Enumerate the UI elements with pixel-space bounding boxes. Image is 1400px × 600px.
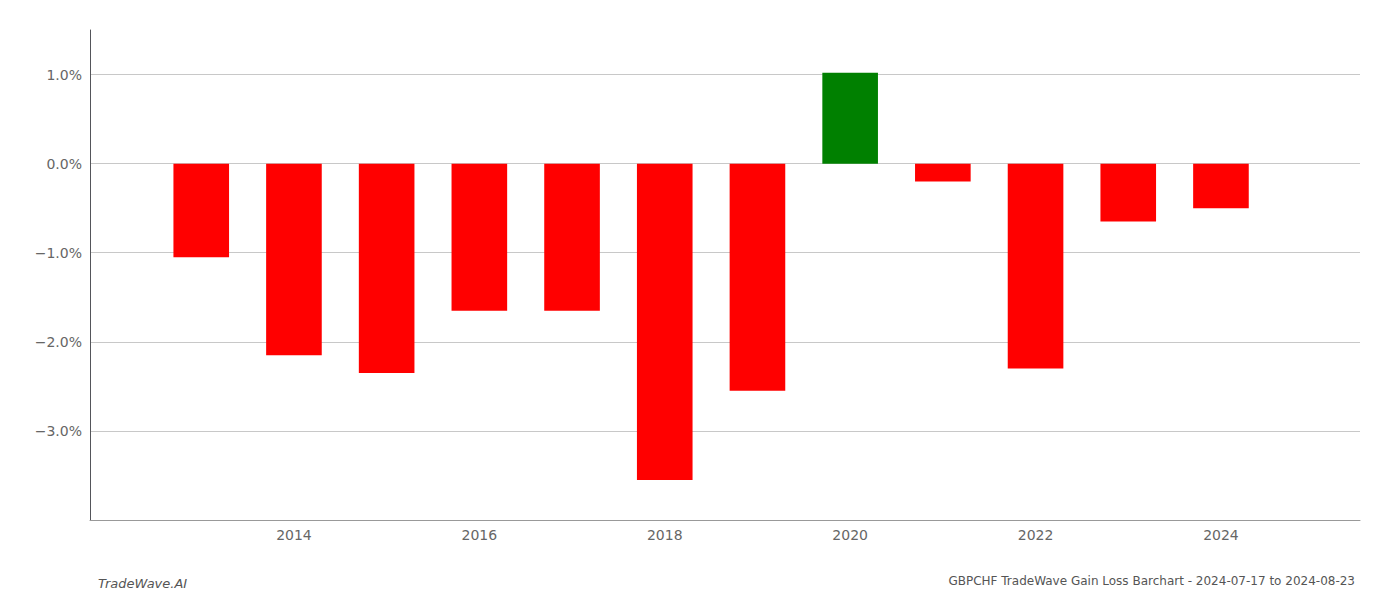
svg-text:TradeWave.AI: TradeWave.AI: [98, 576, 187, 591]
svg-text:1.0%: 1.0%: [46, 67, 82, 83]
svg-text:2024: 2024: [1203, 527, 1239, 543]
svg-text:2014: 2014: [276, 527, 312, 543]
svg-text:2016: 2016: [462, 527, 498, 543]
svg-text:−2.0%: −2.0%: [35, 334, 82, 350]
svg-text:2018: 2018: [647, 527, 683, 543]
svg-text:−1.0%: −1.0%: [35, 245, 82, 261]
svg-text:−3.0%: −3.0%: [35, 423, 82, 439]
svg-text:2022: 2022: [1018, 527, 1054, 543]
svg-text:2020: 2020: [832, 527, 868, 543]
svg-text:0.0%: 0.0%: [46, 156, 82, 172]
svg-text:GBPCHF TradeWave Gain Loss Bar: GBPCHF TradeWave Gain Loss Barchart - 20…: [948, 574, 1355, 588]
